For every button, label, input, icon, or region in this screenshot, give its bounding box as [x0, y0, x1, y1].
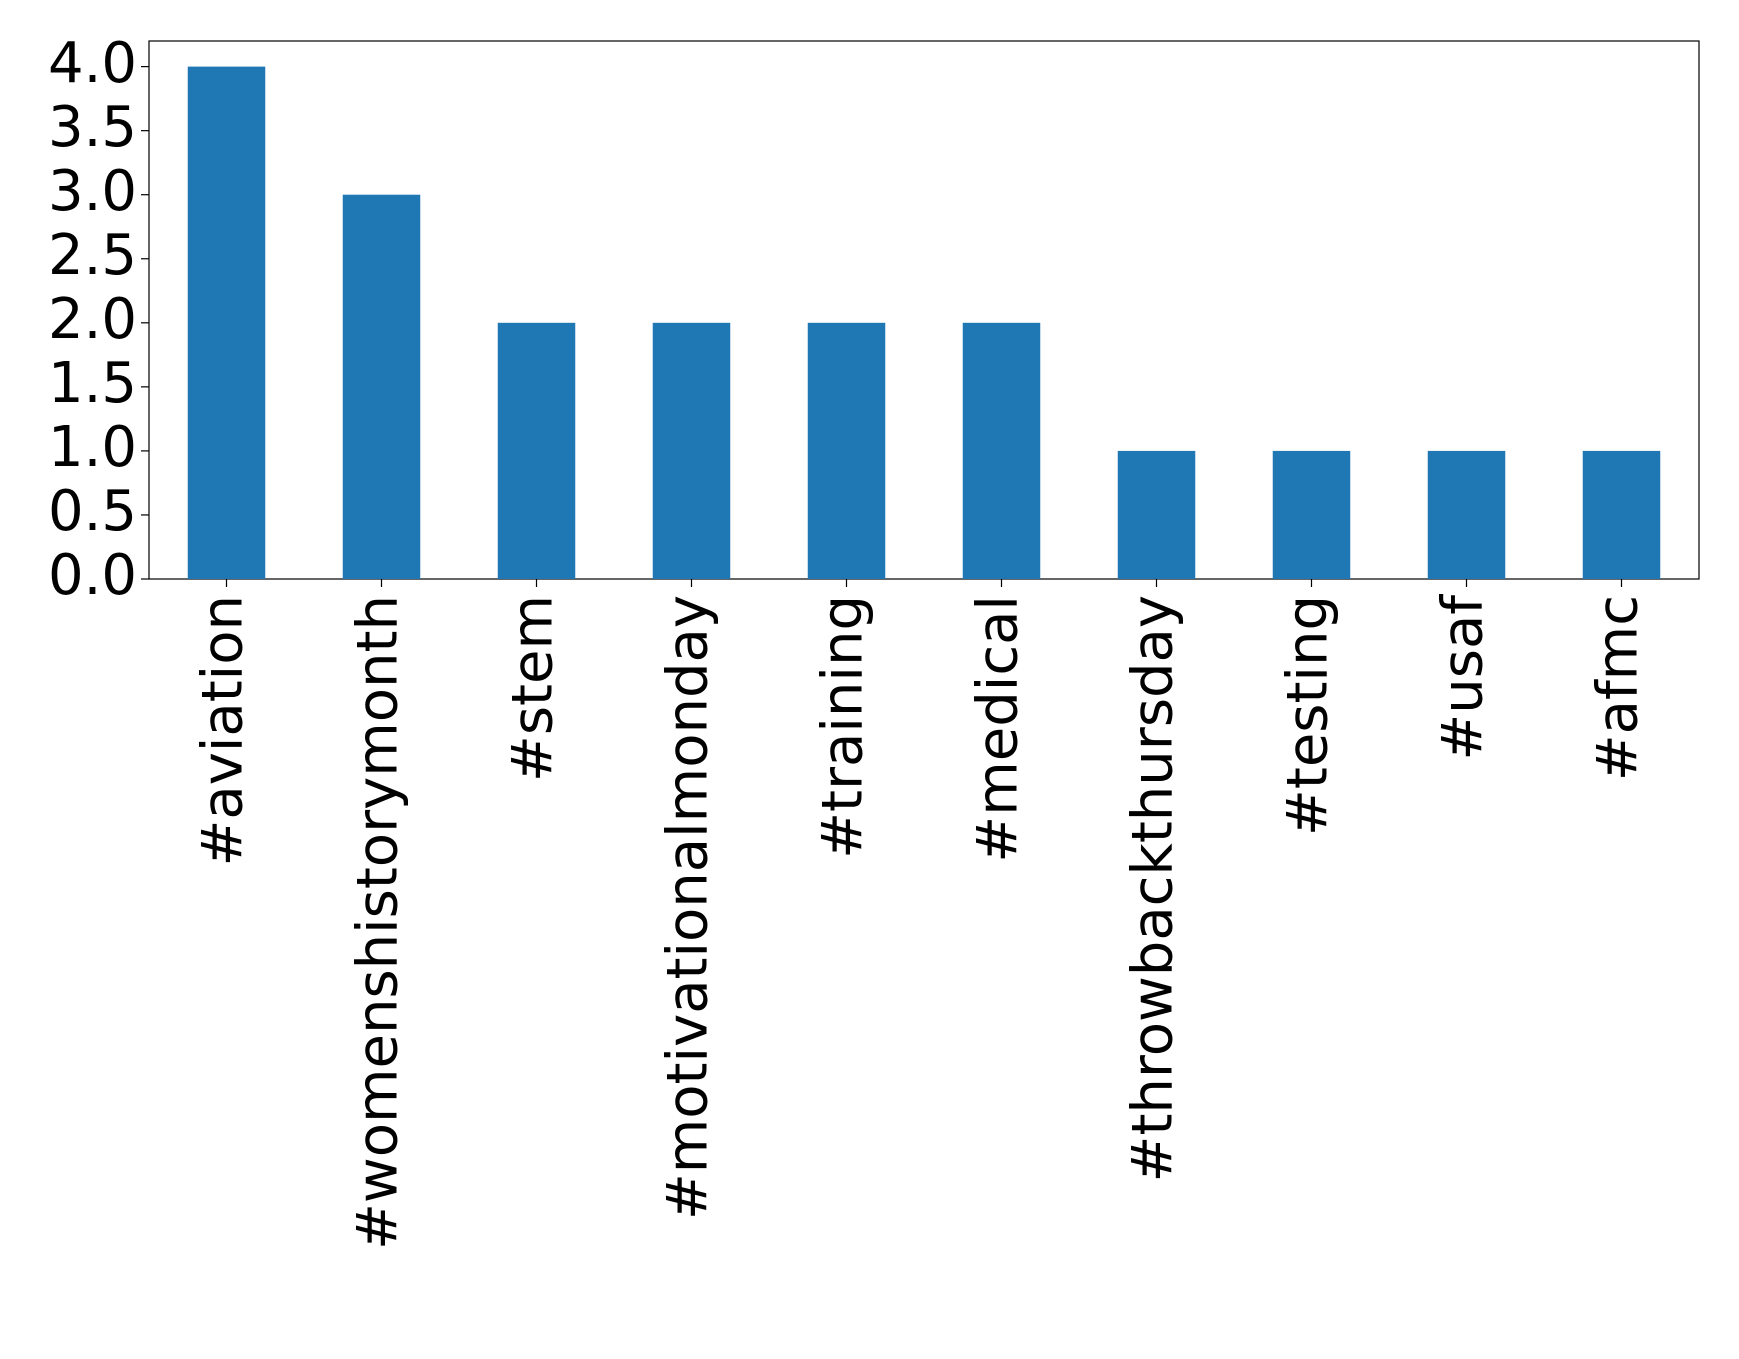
x-tick-label: #usaf	[1431, 594, 1496, 761]
bar	[1427, 450, 1506, 579]
x-tick-label: #womenshistorymonth	[346, 595, 411, 1250]
x-tick-label: #motivationalmonday	[656, 595, 721, 1220]
y-tick-label: 3.0	[48, 159, 137, 224]
x-tick-label: #throwbackthursday	[1121, 595, 1186, 1182]
bar	[342, 194, 421, 579]
x-tick-label: #medical	[966, 595, 1031, 863]
x-tick-label: #afmc	[1586, 595, 1651, 781]
x-tick-label: #stem	[501, 595, 566, 782]
bar	[1117, 450, 1196, 579]
y-tick-label: 3.5	[48, 95, 137, 160]
x-tick-label: #aviation	[191, 595, 256, 867]
bar	[1582, 450, 1661, 579]
bar	[962, 322, 1041, 579]
x-tick-label: #testing	[1276, 595, 1341, 836]
x-tick-label: #training	[811, 595, 876, 859]
bar	[807, 322, 886, 579]
bar	[187, 66, 266, 580]
y-tick-label: 4.0	[48, 31, 137, 96]
bar	[652, 322, 731, 579]
y-tick-label: 1.0	[48, 415, 137, 480]
y-tick-label: 2.0	[48, 287, 137, 352]
plot-frame	[148, 40, 1700, 580]
bar	[497, 322, 576, 579]
bar	[1272, 450, 1351, 579]
y-tick-label: 2.5	[48, 223, 137, 288]
y-tick-label: 0.0	[48, 543, 137, 608]
y-tick-label: 1.5	[48, 351, 137, 416]
y-tick-label: 0.5	[48, 479, 137, 544]
